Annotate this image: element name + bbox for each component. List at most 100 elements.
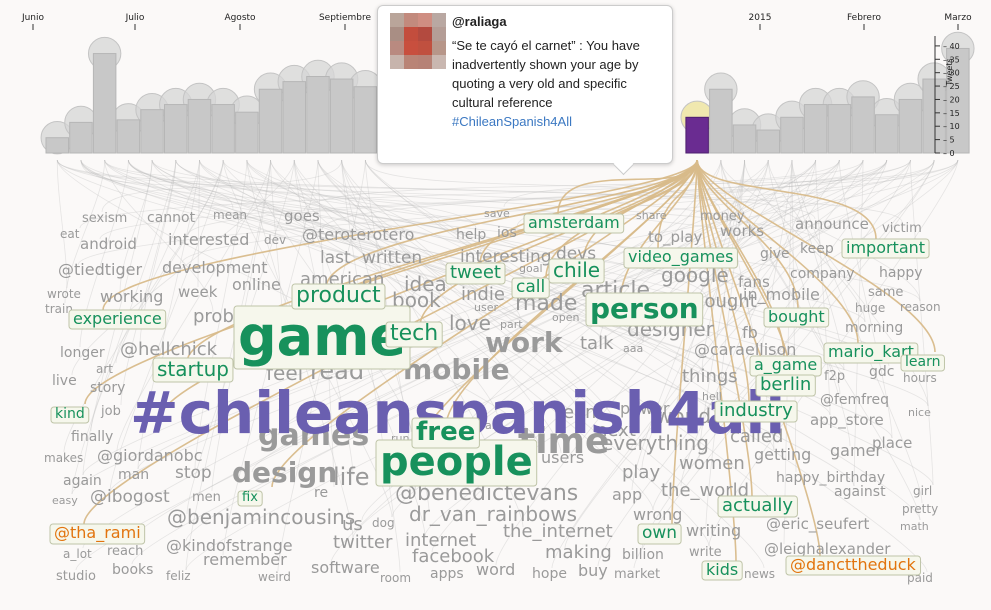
word-item[interactable]: app_store bbox=[810, 411, 884, 430]
word-label[interactable]: help bbox=[456, 227, 486, 243]
word-item[interactable]: team bbox=[556, 402, 603, 423]
word-item[interactable]: works bbox=[720, 222, 764, 240]
tweet-hashtag[interactable]: #ChileanSpanish4All bbox=[452, 114, 572, 129]
word-label[interactable]: to_play bbox=[648, 228, 702, 247]
word-label[interactable]: interested bbox=[168, 230, 249, 249]
word-label[interactable]: reach bbox=[107, 544, 143, 559]
word-label[interactable]: ios bbox=[497, 225, 517, 241]
word-item[interactable]: give bbox=[760, 246, 790, 262]
word-label[interactable]: called bbox=[730, 426, 783, 447]
word-item[interactable]: fix bbox=[237, 490, 263, 507]
word-item[interactable]: called bbox=[730, 426, 783, 447]
word-label[interactable]: keep bbox=[800, 241, 834, 257]
word-item[interactable]: fb bbox=[742, 323, 758, 342]
word-label[interactable]: making bbox=[545, 542, 612, 563]
word-label[interactable]: easy bbox=[52, 494, 78, 507]
word-item[interactable]: train bbox=[45, 302, 73, 316]
word-item[interactable]: room bbox=[380, 571, 411, 585]
week-bar[interactable] bbox=[922, 78, 946, 154]
word-item[interactable]: women bbox=[679, 453, 745, 474]
word-label[interactable]: idea bbox=[404, 272, 447, 296]
word-item[interactable]: development bbox=[162, 258, 268, 277]
word-item[interactable]: pretty bbox=[902, 502, 938, 516]
word-label[interactable]: part bbox=[500, 318, 523, 331]
word-label[interactable]: train bbox=[45, 302, 73, 316]
word-item[interactable]: reach bbox=[107, 544, 143, 559]
word-label[interactable]: morning bbox=[845, 320, 903, 336]
word-item[interactable]: story bbox=[90, 380, 125, 396]
word-label[interactable]: save bbox=[484, 207, 510, 220]
word-item[interactable]: sexism bbox=[82, 211, 127, 226]
word-item[interactable]: internet bbox=[405, 530, 476, 551]
word-label[interactable]: twitter bbox=[333, 532, 393, 553]
word-label[interactable]: men bbox=[192, 490, 221, 505]
word-item[interactable]: @tha_rami bbox=[49, 523, 146, 545]
word-label[interactable]: experience bbox=[73, 309, 162, 328]
word-label[interactable]: important bbox=[846, 238, 925, 257]
word-item[interactable]: gamer bbox=[830, 441, 882, 460]
word-item[interactable]: @tiedtiger bbox=[58, 260, 142, 279]
word-item[interactable]: kind bbox=[50, 406, 90, 424]
word-label[interactable]: hours bbox=[903, 371, 937, 385]
word-item[interactable]: open bbox=[552, 311, 579, 324]
word-label[interactable]: dev bbox=[264, 233, 286, 247]
word-label[interactable]: place bbox=[872, 434, 912, 452]
word-label[interactable]: talk bbox=[580, 333, 614, 354]
word-label[interactable]: own bbox=[642, 523, 677, 543]
word-label[interactable]: makes bbox=[44, 451, 83, 465]
word-label[interactable]: money bbox=[700, 209, 745, 224]
word-item[interactable]: learn bbox=[900, 354, 945, 372]
word-label[interactable]: dog bbox=[372, 516, 395, 530]
word-label[interactable]: huge bbox=[855, 301, 885, 315]
word-item[interactable]: hell bbox=[702, 390, 722, 403]
word-item[interactable]: @leighalexander bbox=[764, 540, 891, 558]
word-item[interactable]: product bbox=[291, 283, 386, 310]
word-label[interactable]: kids bbox=[706, 560, 738, 579]
word-label[interactable]: tweet bbox=[450, 262, 501, 283]
word-item[interactable]: everything bbox=[601, 431, 709, 455]
word-label[interactable]: story bbox=[90, 380, 125, 396]
word-item[interactable]: last bbox=[320, 248, 351, 268]
word-item[interactable]: eat bbox=[60, 227, 80, 241]
word-label[interactable]: play bbox=[622, 462, 660, 483]
word-item[interactable]: stop bbox=[175, 463, 212, 483]
word-label[interactable]: berlin bbox=[760, 374, 811, 395]
word-item[interactable]: math bbox=[900, 520, 929, 533]
word-label[interactable]: goal bbox=[519, 262, 543, 275]
word-label[interactable]: users bbox=[541, 448, 584, 467]
word-item[interactable]: important bbox=[841, 238, 930, 259]
word-item[interactable]: video_games bbox=[623, 247, 738, 269]
word-item[interactable]: software bbox=[311, 558, 380, 577]
word-item[interactable]: easy bbox=[52, 494, 78, 507]
word-item[interactable]: @dancttheduck bbox=[785, 555, 922, 576]
word-item[interactable]: @hellchick bbox=[120, 339, 218, 360]
word-item[interactable]: person bbox=[585, 292, 704, 327]
word-item[interactable]: happy bbox=[879, 265, 923, 281]
word-label[interactable]: @tiedtiger bbox=[58, 260, 142, 279]
word-item[interactable]: startup bbox=[152, 357, 234, 383]
word-label[interactable]: industry bbox=[719, 400, 793, 421]
word-label[interactable]: writing bbox=[686, 521, 741, 540]
word-label[interactable]: app_store bbox=[810, 411, 884, 430]
word-label[interactable]: internet bbox=[405, 530, 476, 551]
word-label[interactable]: life bbox=[333, 463, 370, 491]
word-label[interactable]: mario_kart bbox=[828, 342, 914, 362]
week-bar[interactable] bbox=[116, 119, 141, 154]
word-item[interactable]: next bbox=[596, 420, 636, 441]
word-item[interactable]: apps bbox=[430, 566, 464, 582]
word-label[interactable]: hope bbox=[532, 566, 567, 582]
word-item[interactable]: morning bbox=[845, 320, 903, 336]
word-label[interactable]: video_games bbox=[628, 247, 733, 267]
word-item[interactable]: kids bbox=[701, 560, 743, 581]
word-label[interactable]: things bbox=[682, 366, 738, 387]
word-item[interactable]: feliz bbox=[166, 569, 191, 583]
word-label[interactable]: startup bbox=[157, 357, 229, 381]
word-label[interactable]: bought bbox=[768, 307, 825, 326]
word-label[interactable]: books bbox=[112, 562, 153, 578]
word-label[interactable]: company bbox=[790, 266, 855, 282]
word-label[interactable]: thought bbox=[686, 291, 757, 312]
word-item[interactable]: part bbox=[500, 318, 523, 331]
week-bar[interactable] bbox=[827, 104, 852, 154]
word-item[interactable]: announce bbox=[795, 215, 869, 233]
word-item[interactable]: industry bbox=[714, 400, 798, 423]
